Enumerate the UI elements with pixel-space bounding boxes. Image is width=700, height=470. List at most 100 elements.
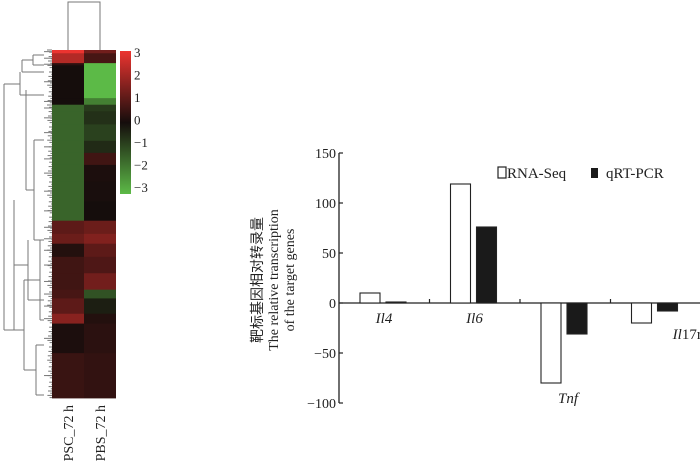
- row-dendrogram-branch: [24, 344, 44, 396]
- y-axis-label-en-1: The relative transcription: [267, 209, 282, 351]
- heatmap-cell: [84, 152, 116, 166]
- row-dendrogram-branch: [19, 72, 44, 96]
- bar-il6-qrt-pcr: [475, 226, 498, 304]
- y-tick-label: 150: [315, 147, 336, 162]
- heatmap-cell: [52, 353, 84, 399]
- row-dendrogram-branch: [3, 83, 20, 331]
- row-dendrogram-branch: [24, 240, 44, 321]
- heatmap-cell: [52, 323, 84, 354]
- heatmap-cell: [52, 50, 84, 54]
- heatmap-cell: [84, 243, 116, 258]
- heatmap-cell: [52, 65, 84, 99]
- colorbar-tick-label: −2: [134, 158, 148, 173]
- heatmap-cell: [52, 313, 84, 324]
- category-italic: Il6: [465, 311, 483, 327]
- heatmap-cell: [52, 152, 84, 166]
- row-dendrogram-branch: [14, 240, 44, 301]
- colorbar-tick-label: 3: [134, 45, 141, 60]
- heatmap-cell: [52, 111, 84, 125]
- heatmap-cell: [84, 50, 116, 54]
- heatmap-cell: [84, 111, 116, 125]
- y-tick-label: 50: [322, 247, 336, 262]
- heatmap-cell: [52, 164, 84, 182]
- row-dendrogram-branch: [33, 139, 44, 241]
- y-tick-label: −100: [307, 397, 336, 412]
- heatmap-cell: [52, 233, 84, 245]
- heatmap-cell: [52, 53, 84, 64]
- heatmap-cell: [84, 53, 116, 64]
- column-dendrogram: [67, 1, 101, 50]
- row-dendrogram-branch: [21, 59, 44, 73]
- heatmap-cell: [52, 298, 84, 315]
- bar-tnf-rna-seq: [540, 302, 562, 384]
- row-dendrogram-branch: [14, 280, 25, 370]
- bar-il17ra-rna-seq: [630, 302, 653, 324]
- y-tick-label: 100: [315, 197, 336, 212]
- category-italic: Il: [672, 327, 682, 343]
- heatmap-cell: [84, 63, 116, 66]
- heatmap-cell: [84, 323, 116, 354]
- heatmap-cell: [52, 124, 84, 142]
- colorbar-tick-label: 1: [134, 90, 141, 105]
- heatmap-cell: [52, 273, 84, 291]
- colorbar-tick-label: 0: [134, 113, 141, 128]
- legend: RNA-Seq qRT-PCR: [497, 166, 664, 182]
- legend-swatch-qrt-pcr: [591, 168, 598, 178]
- category-italic: Tnf: [558, 391, 580, 407]
- heatmap-cell: [84, 273, 116, 291]
- bar-il6-rna-seq: [449, 183, 472, 304]
- heatmap-column-labels: PSC_72 h PBS_72 h: [62, 405, 109, 461]
- category-roman: 17ra: [682, 327, 700, 343]
- bar-il17ra-qrt-pcr: [656, 302, 679, 312]
- heatmap-column-label: PBS_72 h: [94, 405, 109, 461]
- heatmap-cell: [84, 289, 116, 299]
- y-axis-label-cn: 靶标基因相对转录量: [249, 217, 266, 343]
- heatmap-cell: [84, 164, 116, 182]
- heatmap-cell: [52, 63, 84, 66]
- heatmap-cell: [84, 104, 116, 112]
- heatmap-cell: [52, 201, 84, 222]
- heatmap-colorbar: 3 2 1 0 −1 −2 −3: [120, 45, 148, 195]
- x-category-label: Tnf: [558, 391, 580, 407]
- heatmap-cell: [84, 353, 116, 399]
- heatmap-cell: [52, 181, 84, 202]
- heatmap-cell: [84, 220, 116, 235]
- colorbar-tick-label: 2: [134, 68, 141, 83]
- heatmap-cell: [84, 256, 116, 274]
- heatmap-cell: [52, 256, 84, 274]
- bar-chart: 150 100 50 0 −50 −100 Il4 Il6 Tnf Il17ra RNA-Seq qR…: [307, 147, 700, 412]
- heatmap: [52, 50, 116, 399]
- legend-swatch-rna-seq: [497, 166, 507, 179]
- x-category-label: Il17ra: [672, 327, 700, 343]
- heatmap-cell: [52, 104, 84, 112]
- y-axis-label-en-2: of the target genes: [283, 229, 298, 332]
- heatmap-cell: [52, 140, 84, 154]
- y-tick-label: 0: [329, 297, 336, 312]
- row-dendrogram-branch: [25, 90, 34, 191]
- colorbar-tick-label: −1: [134, 135, 148, 150]
- heatmap-cell: [84, 98, 116, 106]
- heatmap-cell: [84, 124, 116, 142]
- x-category-label: Il6: [465, 311, 483, 327]
- heatmap-cell: [84, 65, 116, 99]
- colorbar-scale: [120, 51, 131, 194]
- legend-label-rna-seq: RNA-Seq: [507, 166, 567, 182]
- legend-label-qrt-pcr: qRT-PCR: [606, 166, 664, 182]
- heatmap-cell: [84, 181, 116, 202]
- category-italic: Il4: [375, 311, 393, 327]
- row-dendrogram-branch: [32, 54, 44, 66]
- heatmap-cell: [52, 98, 84, 106]
- y-axis-label: 靶标基因相对转录量 The relative transcription of …: [249, 209, 298, 351]
- heatmap-cell: [84, 233, 116, 245]
- bar-tnf-qrt-pcr: [566, 302, 588, 335]
- colorbar-tick-label: −3: [134, 180, 148, 195]
- bar-il4-rna-seq: [359, 292, 381, 304]
- heatmap-cell: [84, 313, 116, 324]
- heatmap-cell: [52, 289, 84, 299]
- heatmap-cell: [84, 201, 116, 222]
- heatmap-cell: [52, 220, 84, 235]
- heatmap-cell: [52, 243, 84, 258]
- heatmap-column-label: PSC_72 h: [62, 405, 77, 461]
- y-tick-label: −50: [314, 347, 336, 362]
- heatmap-dendrogram: [3, 1, 101, 399]
